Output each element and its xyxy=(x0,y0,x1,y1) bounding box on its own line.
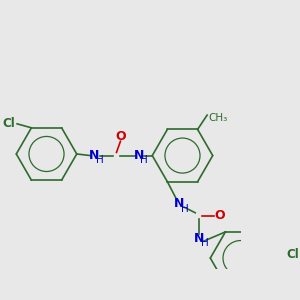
Text: N: N xyxy=(194,232,204,245)
Text: O: O xyxy=(214,209,225,222)
Text: H: H xyxy=(140,155,148,165)
Text: H: H xyxy=(96,155,104,165)
Text: O: O xyxy=(115,130,126,143)
Text: H: H xyxy=(201,238,208,248)
Text: N: N xyxy=(134,149,144,162)
Text: CH₃: CH₃ xyxy=(209,113,228,123)
Text: N: N xyxy=(89,149,99,162)
Text: Cl: Cl xyxy=(3,117,16,130)
Text: N: N xyxy=(174,197,184,211)
Text: Cl: Cl xyxy=(287,248,299,261)
Text: H: H xyxy=(181,204,189,214)
